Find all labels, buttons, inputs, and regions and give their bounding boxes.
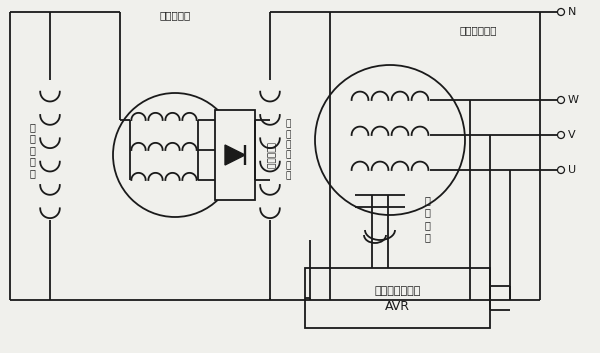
Text: AVR: AVR [385, 300, 410, 313]
Text: U: U [568, 165, 576, 175]
Polygon shape [225, 145, 245, 165]
Text: 旋转整流桥: 旋转整流桥 [265, 142, 274, 168]
Text: N: N [568, 7, 577, 17]
Text: 辅
助
绕
组: 辅 助 绕 组 [425, 195, 431, 242]
Bar [305, 268, 490, 328]
Text: 主发电机电枢: 主发电机电枢 [460, 25, 497, 35]
Text: W: W [568, 95, 579, 105]
Text: V: V [568, 130, 575, 140]
Text: 主
发
电
机
磁
场: 主 发 电 机 磁 场 [285, 120, 290, 180]
Text: 自动电压调节器: 自动电压调节器 [374, 286, 421, 296]
Bar [215, 110, 255, 200]
Text: 交
励
机
磁
场: 交 励 机 磁 场 [29, 122, 35, 178]
Text: 交励机电枢: 交励机电枢 [160, 10, 191, 20]
